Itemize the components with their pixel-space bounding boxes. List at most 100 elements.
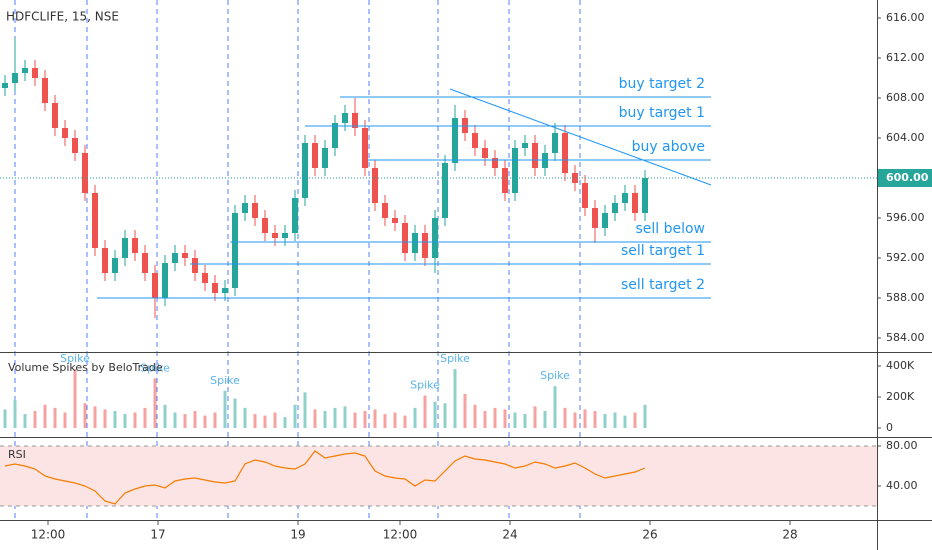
volume-bar (293, 404, 297, 429)
candle-body (332, 123, 338, 148)
chart-title: HDFCLIFE, 15, NSE (6, 10, 119, 24)
volume-bar (343, 406, 347, 429)
candle-body (422, 233, 428, 258)
candle-body (622, 193, 628, 203)
volume-bar (323, 410, 327, 429)
level-label: sell below (635, 221, 705, 237)
volume-bar (233, 398, 237, 429)
main-layer: 12:00 17 19 12:00 24 26 28 584.00 588.00 592.00 59… (0, 11, 932, 542)
candle-body (302, 143, 308, 198)
volume-bar (353, 412, 357, 429)
x-tick-label: 28 (782, 528, 797, 542)
candle-body (252, 203, 258, 218)
candle-body (412, 233, 418, 253)
level-label: sell target 1 (621, 243, 705, 259)
candle-body (342, 113, 348, 123)
candle-body (482, 148, 488, 158)
volume-bar (533, 406, 537, 429)
volume-bar (33, 410, 37, 429)
candle-body (142, 253, 148, 273)
trendline (449, 88, 712, 186)
volume-bar (3, 409, 7, 429)
volume-bar (23, 414, 27, 429)
volume-bar (543, 410, 547, 429)
candle-body (512, 148, 518, 193)
candle-body (42, 78, 48, 103)
level-label: buy above (632, 139, 705, 155)
spike-label: Spike (540, 369, 570, 382)
volume-bar (203, 415, 207, 429)
candle-body (352, 113, 358, 128)
spike-label: Spike (60, 352, 90, 365)
volume-bar (563, 407, 567, 429)
x-tick-label: 26 (642, 528, 657, 542)
volume-bar (593, 410, 597, 429)
candle-body (392, 218, 398, 223)
candle-body (432, 218, 438, 258)
volume-bar (513, 412, 517, 429)
volume-bar (463, 393, 467, 429)
candle-body (642, 178, 648, 213)
volume-bar (153, 378, 157, 429)
candle-body (532, 143, 538, 168)
volume-bar (493, 407, 497, 429)
spike-label: Spike (440, 352, 470, 365)
volume-bar (413, 407, 417, 429)
pane-title: Volume Spikes by BeloTrade (8, 361, 163, 374)
volume-bar (483, 410, 487, 429)
y-tick-label: 0 (886, 421, 893, 434)
volume-bar (333, 407, 337, 429)
spike-label: Spike (140, 361, 170, 374)
volume-bar (553, 386, 557, 429)
x-tick-label: 24 (502, 528, 517, 542)
level-label: buy target 1 (619, 105, 705, 121)
pane-title: RSI (8, 448, 26, 461)
volume-bar (573, 412, 577, 429)
y-tick-label: 80.00 (886, 439, 918, 452)
candle-body (62, 128, 68, 138)
candle-body (382, 203, 388, 218)
x-tick-label: 17 (150, 528, 165, 542)
candle-body (22, 68, 28, 73)
y-tick-label: 40.00 (886, 479, 918, 492)
volume-bar (113, 410, 117, 429)
candle-body (322, 148, 328, 168)
candle-body (132, 238, 138, 253)
volume-bar (623, 415, 627, 429)
volume-bar (63, 412, 67, 429)
candle-body (242, 203, 248, 213)
last-price-label: 600.00 (886, 171, 929, 184)
candle-body (472, 133, 478, 148)
volume-bar (173, 412, 177, 429)
rsi-line (4, 450, 646, 505)
y-tick-label: 588.00 (886, 291, 925, 304)
y-tick-label: 592.00 (886, 251, 925, 264)
volume-bar (13, 400, 17, 429)
volume-bar (503, 409, 507, 429)
volume-bar (603, 414, 607, 429)
candle-body (572, 173, 578, 183)
rsi-band (0, 446, 877, 506)
under-layer (0, 0, 877, 520)
volume-bar (403, 415, 407, 429)
volume-bar (283, 417, 287, 429)
volume-bar (393, 412, 397, 429)
y-tick-label: 608.00 (886, 91, 925, 104)
volume-bar (103, 409, 107, 429)
candle-body (552, 133, 558, 153)
volume-bar (183, 414, 187, 429)
volume-bar (633, 412, 637, 429)
candle-body (32, 68, 38, 78)
candle-body (562, 133, 568, 173)
candle-body (212, 283, 218, 293)
volume-bar (53, 407, 57, 429)
spike-label: Spike (410, 378, 440, 391)
candle-body (232, 213, 238, 288)
volume-bar (193, 410, 197, 429)
candle-body (2, 83, 8, 88)
candle-body (122, 238, 128, 258)
volume-bar (313, 409, 317, 429)
volume-bar (643, 404, 647, 429)
